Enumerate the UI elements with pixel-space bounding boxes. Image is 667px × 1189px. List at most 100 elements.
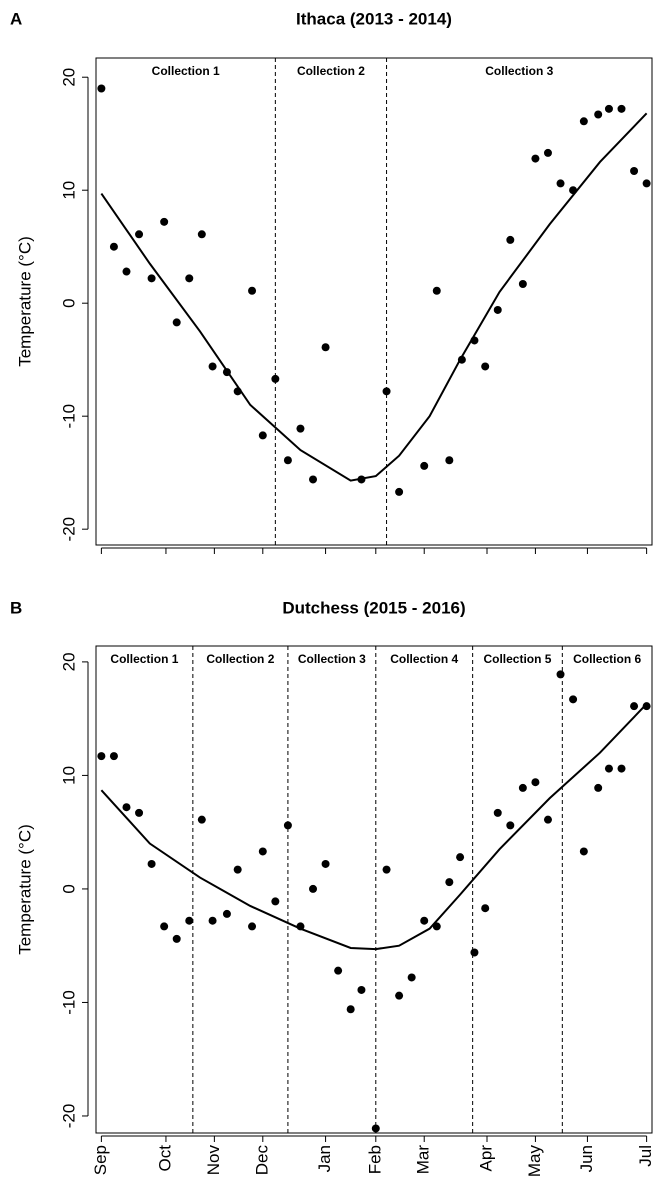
data-point bbox=[296, 922, 305, 931]
data-point bbox=[518, 279, 527, 288]
data-point bbox=[630, 166, 639, 175]
data-point bbox=[197, 230, 206, 239]
y-tick-label: 20 bbox=[59, 68, 78, 87]
collection-label: Collection 3 bbox=[298, 652, 366, 666]
data-point bbox=[258, 847, 267, 856]
data-point bbox=[594, 110, 603, 119]
data-point bbox=[493, 305, 502, 314]
data-point bbox=[579, 847, 588, 856]
data-point bbox=[556, 179, 565, 188]
data-point bbox=[493, 808, 502, 817]
data-point bbox=[470, 948, 479, 957]
data-point bbox=[604, 764, 613, 773]
data-point bbox=[222, 368, 231, 377]
data-point bbox=[531, 778, 540, 787]
data-point bbox=[407, 973, 416, 982]
data-point bbox=[233, 865, 242, 874]
fit-line bbox=[100, 112, 648, 482]
y-axis-label: Temperature (°C) bbox=[15, 236, 34, 367]
data-point bbox=[296, 424, 305, 433]
chart-title: Dutchess (2015 - 2016) bbox=[282, 598, 465, 617]
data-point bbox=[271, 897, 280, 906]
data-point bbox=[147, 859, 156, 868]
data-point bbox=[135, 230, 144, 239]
data-point bbox=[543, 148, 552, 157]
x-tick-label: May bbox=[525, 1145, 544, 1178]
data-point bbox=[248, 286, 257, 295]
x-tick-label: Feb bbox=[365, 1145, 384, 1174]
data-point bbox=[197, 815, 206, 824]
data-point bbox=[382, 865, 391, 874]
data-point bbox=[185, 916, 194, 925]
collection-label: Collection 1 bbox=[152, 64, 220, 78]
collection-label: Collection 3 bbox=[485, 64, 553, 78]
data-point bbox=[445, 878, 454, 887]
y-tick-label: 0 bbox=[59, 298, 78, 307]
data-point bbox=[420, 916, 429, 925]
data-point bbox=[569, 695, 578, 704]
fit-line bbox=[100, 703, 648, 951]
x-tick-label: Oct bbox=[155, 1145, 174, 1172]
data-point bbox=[506, 821, 515, 830]
x-tick-label: Jun bbox=[577, 1145, 596, 1172]
data-point bbox=[321, 859, 330, 868]
y-tick-label: -10 bbox=[59, 990, 78, 1015]
chart-title: Ithaca (2013 - 2014) bbox=[296, 9, 452, 28]
collection-label: Collection 4 bbox=[390, 652, 458, 666]
data-point bbox=[357, 475, 366, 484]
plot-frame bbox=[95, 645, 653, 1134]
data-point bbox=[248, 922, 257, 931]
data-point bbox=[371, 1124, 380, 1133]
data-point bbox=[160, 217, 169, 226]
collection-label: Collection 1 bbox=[110, 652, 178, 666]
data-point bbox=[457, 355, 466, 364]
panel-label: B bbox=[10, 598, 22, 617]
data-point bbox=[630, 702, 639, 711]
data-point bbox=[122, 803, 131, 812]
x-tick-label: Nov bbox=[204, 1145, 223, 1176]
data-point bbox=[122, 267, 131, 276]
y-tick-label: -10 bbox=[59, 404, 78, 429]
data-point bbox=[594, 783, 603, 792]
data-point bbox=[456, 853, 465, 862]
y-tick-label: -20 bbox=[59, 1104, 78, 1129]
data-point bbox=[309, 475, 318, 484]
data-point bbox=[283, 821, 292, 830]
data-point bbox=[617, 764, 626, 773]
data-point bbox=[531, 154, 540, 163]
data-point bbox=[283, 456, 292, 465]
y-tick-label: 10 bbox=[59, 181, 78, 200]
x-tick-label: Sep bbox=[91, 1145, 110, 1175]
data-point bbox=[109, 752, 118, 761]
panel-label: A bbox=[10, 9, 22, 28]
y-tick-label: -20 bbox=[59, 517, 78, 542]
data-point bbox=[382, 387, 391, 396]
y-tick-label: 20 bbox=[59, 652, 78, 671]
data-point bbox=[470, 336, 479, 345]
x-tick-label: Jan bbox=[315, 1145, 334, 1172]
data-point bbox=[321, 343, 330, 352]
data-point bbox=[271, 374, 280, 383]
data-point bbox=[432, 286, 441, 295]
data-point bbox=[160, 922, 169, 931]
data-point bbox=[481, 904, 490, 913]
data-point bbox=[208, 916, 217, 925]
data-point bbox=[135, 808, 144, 817]
data-point bbox=[506, 235, 515, 244]
data-point bbox=[432, 922, 441, 931]
data-point bbox=[258, 431, 267, 440]
data-point bbox=[569, 186, 578, 195]
data-point bbox=[97, 84, 106, 93]
plot-frame bbox=[95, 57, 653, 546]
data-point bbox=[604, 104, 613, 113]
data-point bbox=[233, 387, 242, 396]
x-tick-label: Dec bbox=[252, 1145, 271, 1176]
data-point bbox=[445, 456, 454, 465]
data-point bbox=[109, 242, 118, 251]
data-point bbox=[208, 362, 217, 371]
collection-label: Collection 2 bbox=[206, 652, 274, 666]
x-tick-label: Mar bbox=[414, 1145, 433, 1175]
data-point bbox=[334, 966, 343, 975]
x-tick-label: Jul bbox=[636, 1145, 655, 1167]
